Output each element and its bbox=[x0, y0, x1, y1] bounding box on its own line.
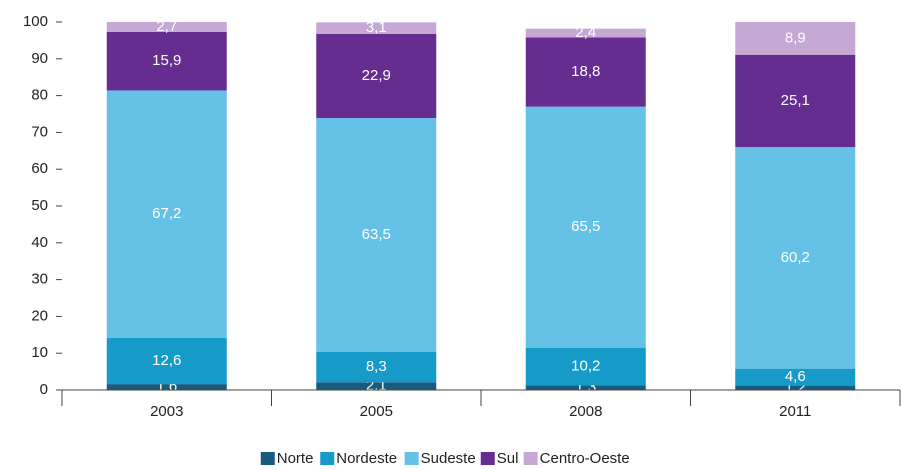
bar-segment bbox=[525, 347, 646, 386]
value-label: 65,5 bbox=[571, 218, 600, 235]
y-tick-label: 40 bbox=[31, 234, 48, 251]
y-tick-label: 0 bbox=[40, 381, 48, 398]
x-tick-label: 2005 bbox=[360, 403, 393, 420]
bar-segment bbox=[735, 54, 856, 148]
value-label: 10,2 bbox=[571, 357, 600, 374]
legend-swatch bbox=[320, 452, 335, 466]
legend-swatch bbox=[480, 452, 495, 466]
bar-segment bbox=[735, 385, 856, 390]
value-label: 3,1 bbox=[366, 19, 387, 36]
bar-segment bbox=[525, 385, 646, 390]
y-tick-label: 90 bbox=[31, 50, 48, 67]
value-label: 60,2 bbox=[781, 249, 810, 266]
bar-segment bbox=[735, 22, 856, 55]
bar-segment bbox=[106, 337, 227, 385]
bar-segment bbox=[316, 22, 437, 34]
x-tick-label: 2003 bbox=[150, 403, 183, 420]
bar-segment bbox=[106, 31, 227, 91]
legend-label: Nordeste bbox=[336, 450, 397, 465]
value-label: 25,1 bbox=[781, 92, 810, 109]
value-label: 18,8 bbox=[571, 63, 600, 80]
legend-swatch bbox=[523, 452, 538, 466]
y-tick-label: 100 bbox=[23, 13, 48, 30]
y-tick-label: 30 bbox=[31, 271, 48, 288]
value-label: 2,4 bbox=[575, 24, 596, 41]
bar-segment bbox=[316, 382, 437, 390]
value-label: 22,9 bbox=[362, 67, 391, 84]
value-label: 12,6 bbox=[152, 352, 181, 369]
legend-label: Centro-Oeste bbox=[540, 450, 630, 465]
value-label: 15,9 bbox=[152, 52, 181, 69]
legend-swatch bbox=[404, 452, 419, 466]
value-label: 8,3 bbox=[366, 358, 387, 375]
value-label: 8,9 bbox=[785, 29, 806, 46]
y-tick-label: 70 bbox=[31, 123, 48, 140]
bar-segment bbox=[525, 37, 646, 107]
bar-segment bbox=[525, 106, 646, 348]
bar-segment bbox=[735, 368, 856, 386]
legend-label: Sul bbox=[497, 450, 519, 465]
bar-segment bbox=[316, 33, 437, 119]
y-tick-label: 80 bbox=[31, 87, 48, 104]
bar-segment bbox=[316, 118, 437, 352]
legend-swatch bbox=[260, 452, 275, 466]
bar-segment bbox=[316, 351, 437, 383]
y-tick-label: 20 bbox=[31, 307, 48, 324]
bar-segment bbox=[106, 384, 227, 390]
x-tick-label: 2008 bbox=[569, 403, 602, 420]
bar-segment bbox=[106, 90, 227, 338]
value-label: 2,7 bbox=[156, 18, 177, 35]
x-tick-label: 2011 bbox=[779, 403, 811, 420]
value-label: 4,6 bbox=[785, 368, 806, 385]
legend-label: Sudeste bbox=[421, 450, 476, 465]
bar-segment bbox=[735, 147, 856, 369]
legend-label: Norte bbox=[277, 450, 314, 465]
value-label: 63,5 bbox=[362, 226, 391, 243]
y-tick-label: 10 bbox=[31, 344, 48, 361]
bar-segment bbox=[106, 22, 227, 32]
bar-segment bbox=[525, 28, 646, 38]
y-tick-label: 60 bbox=[31, 160, 48, 177]
value-label: 67,2 bbox=[152, 205, 181, 222]
y-tick-label: 50 bbox=[31, 197, 48, 214]
